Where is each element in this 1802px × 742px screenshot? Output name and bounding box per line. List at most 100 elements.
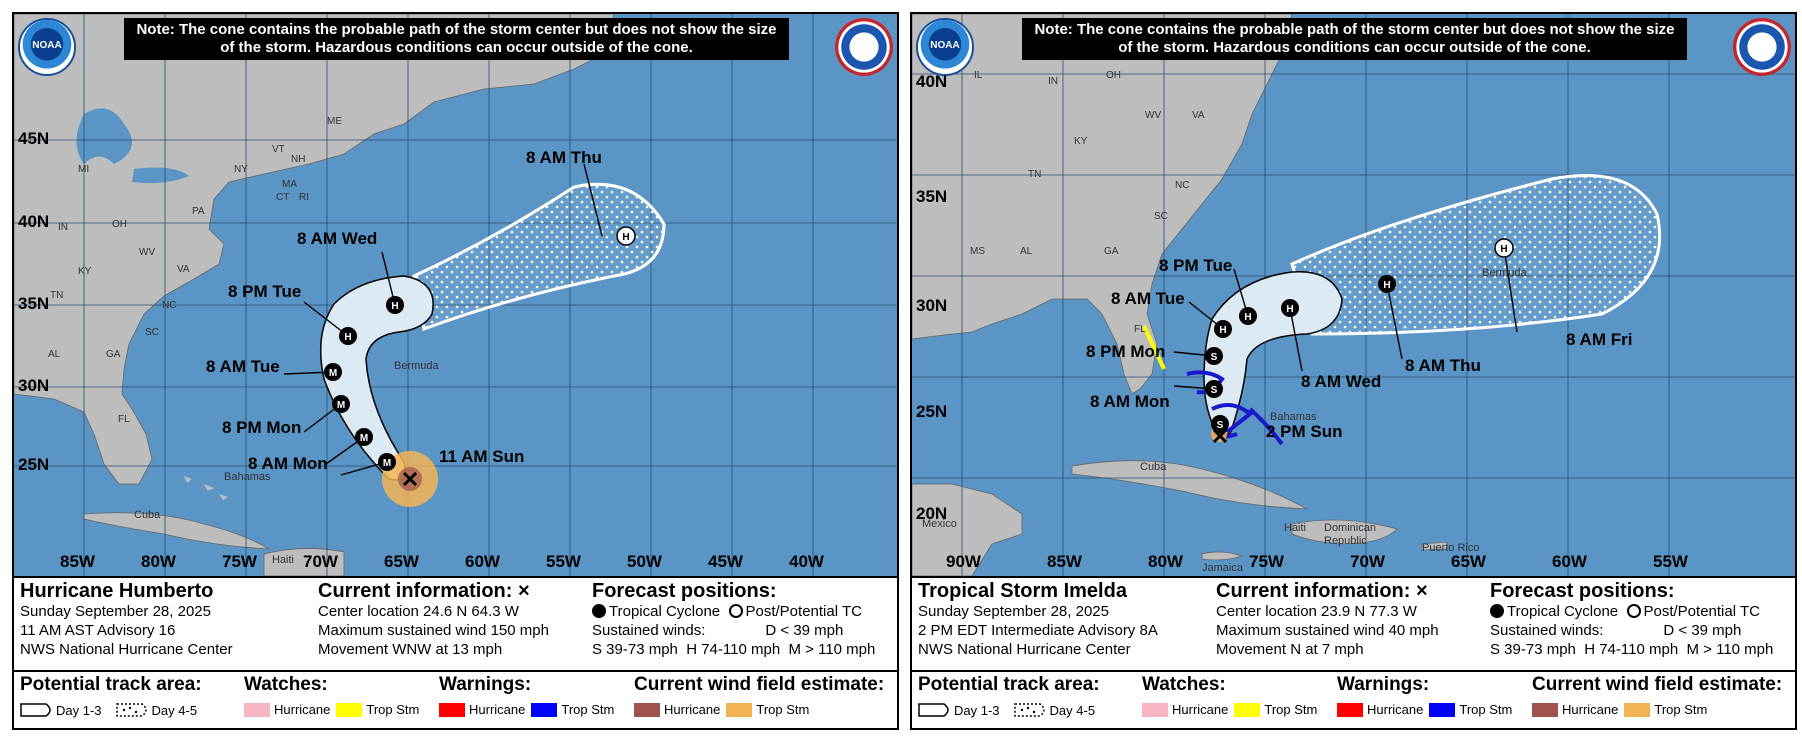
place-label: Dominican Republic — [1324, 522, 1376, 547]
forecast-points: H H H M M M M — [324, 226, 636, 471]
point-8am-tue: M — [324, 363, 342, 381]
cone-note: Note: The cone contains the probable pat… — [1022, 18, 1687, 60]
hurricane-watch-swatch — [1142, 702, 1168, 717]
lat-label: 40N — [916, 72, 948, 91]
watches-title: Watches: — [1142, 674, 1226, 695]
point-8am-thu: H — [616, 226, 636, 246]
place-label: Bermuda — [1482, 267, 1527, 279]
post-tc-dot-icon — [1626, 604, 1641, 618]
cone-day13-icon — [20, 703, 51, 717]
track-title: Potential track area: — [20, 674, 202, 695]
forecast-label: 8 AM Wed — [297, 229, 378, 248]
advisory-number: 11 AM AST Advisory 16 — [20, 622, 176, 639]
wind-ts-swatch — [726, 702, 753, 717]
svg-text:H: H — [344, 332, 351, 343]
lon-label: 85W — [60, 552, 95, 571]
lat-label: 25N — [916, 402, 948, 421]
state-label: GA — [106, 349, 121, 360]
state-label: KY — [78, 266, 92, 277]
svg-text:M: M — [383, 458, 391, 469]
svg-text:S: S — [1211, 352, 1218, 363]
advisory-date: Sunday September 28, 2025 — [20, 603, 211, 620]
place-label: Haiti — [1284, 522, 1307, 534]
wind-title: Current wind field estimate: — [634, 674, 885, 695]
ts-watch-swatch — [1234, 702, 1261, 717]
lon-label: 65W — [384, 552, 419, 571]
d-label: D < 39 mph — [1663, 622, 1742, 639]
hurricane-watch-label: Hurricane — [274, 702, 331, 717]
point-8am-fri: H — [1494, 238, 1514, 258]
cone-day45-icon — [1013, 703, 1045, 717]
state-label: AL — [48, 349, 61, 360]
lon-label: 60W — [1552, 552, 1587, 571]
info-box: Hurricane Humberto Sunday September 28, … — [14, 578, 897, 730]
wind-ts-label: Trop Stm — [1654, 702, 1708, 717]
land-cuba — [83, 512, 270, 550]
place-label: Cuba — [1140, 461, 1167, 473]
warnings-title: Warnings: — [439, 674, 532, 695]
noaa-logo: NOAA — [18, 18, 76, 76]
wind-hurricane-label: Hurricane — [1562, 702, 1619, 717]
lake-erie — [132, 167, 189, 184]
wind-title: Current wind field estimate: — [1532, 674, 1783, 695]
cone-day-1-3 — [319, 275, 434, 481]
state-label: OH — [112, 219, 127, 230]
day13-label: Day 1-3 — [954, 702, 1000, 718]
day45-label: Day 4-5 — [1049, 702, 1096, 718]
cone-day13-icon — [918, 703, 949, 717]
max-wind: Maximum sustained wind 40 mph — [1216, 622, 1439, 639]
wind-hurricane-swatch — [634, 702, 660, 717]
svg-text:H: H — [1244, 312, 1251, 323]
ts-warning-swatch — [531, 702, 558, 717]
point-8am-wed: H — [1281, 299, 1299, 317]
forecast-label: 8 AM Thu — [526, 148, 602, 167]
lat-label: 45N — [18, 129, 50, 148]
divider — [14, 670, 897, 672]
winds-label: Sustained winds: — [592, 622, 706, 639]
ts-warning-label: Trop Stm — [561, 702, 615, 717]
point-early: M — [378, 453, 396, 471]
storm-name: Tropical Storm Imelda — [918, 580, 1127, 602]
hurricane-warning-label: Hurricane — [1367, 702, 1424, 717]
wind-ts-label: Trop Stm — [756, 702, 810, 717]
place-label: Bahamas — [1270, 411, 1317, 423]
post-label: Post/Potential TC — [1643, 603, 1760, 620]
point-8am-wed: H — [386, 296, 404, 314]
movement: Movement N at 7 mph — [1216, 641, 1364, 658]
map-area: S S H H H H H S Note: The cone contains … — [912, 14, 1795, 578]
state-label: KY — [1074, 136, 1088, 147]
map-panel-humberto: H H H M M M M Note: The cone contains th… — [12, 12, 899, 730]
map-svg: S S H H H H H S — [912, 14, 1795, 576]
forecast-legend-title: Forecast positions: — [1490, 580, 1675, 602]
land-puerto-rico — [1421, 541, 1448, 551]
cone-day-4-5 — [412, 182, 666, 332]
d-label: D < 39 mph — [765, 622, 844, 639]
state-label: TN — [1028, 169, 1042, 180]
forecast-label: 8 AM Thu — [1405, 356, 1481, 375]
state-label: SC — [1154, 211, 1168, 222]
land-north-america — [912, 14, 1293, 395]
point-8pm-mon: S — [1205, 347, 1223, 365]
current-info-title: Current information: × — [318, 580, 530, 602]
nws-seal-icon — [1733, 18, 1791, 76]
cone-day45-icon — [115, 703, 147, 717]
state-label: PA — [192, 206, 205, 217]
tc-label: Tropical Cyclone — [1507, 603, 1619, 620]
warnings-title: Warnings: — [1337, 674, 1430, 695]
lat-label: 35N — [916, 187, 948, 206]
lon-label: 75W — [222, 552, 257, 571]
ts-watch-coast — [1142, 325, 1166, 370]
ts-watch-swatch — [336, 702, 363, 717]
state-label: OH — [1106, 70, 1121, 81]
forecast-label: 8 AM Tue — [1111, 289, 1185, 308]
point-8am-tue: H — [1214, 320, 1232, 338]
forecast-label: 8 PM Tue — [228, 282, 302, 301]
forecast-points: S S H H H H H S — [1205, 238, 1514, 433]
point-current: S — [1211, 415, 1229, 433]
svg-text:H: H — [1219, 325, 1226, 336]
forecast-label: 2 PM Sun — [1266, 422, 1343, 441]
wind-ts-swatch — [1624, 702, 1651, 717]
place-label: Jamaica — [1202, 562, 1243, 574]
land-hispaniola — [1291, 519, 1398, 545]
place-label: Haiti — [272, 554, 295, 566]
